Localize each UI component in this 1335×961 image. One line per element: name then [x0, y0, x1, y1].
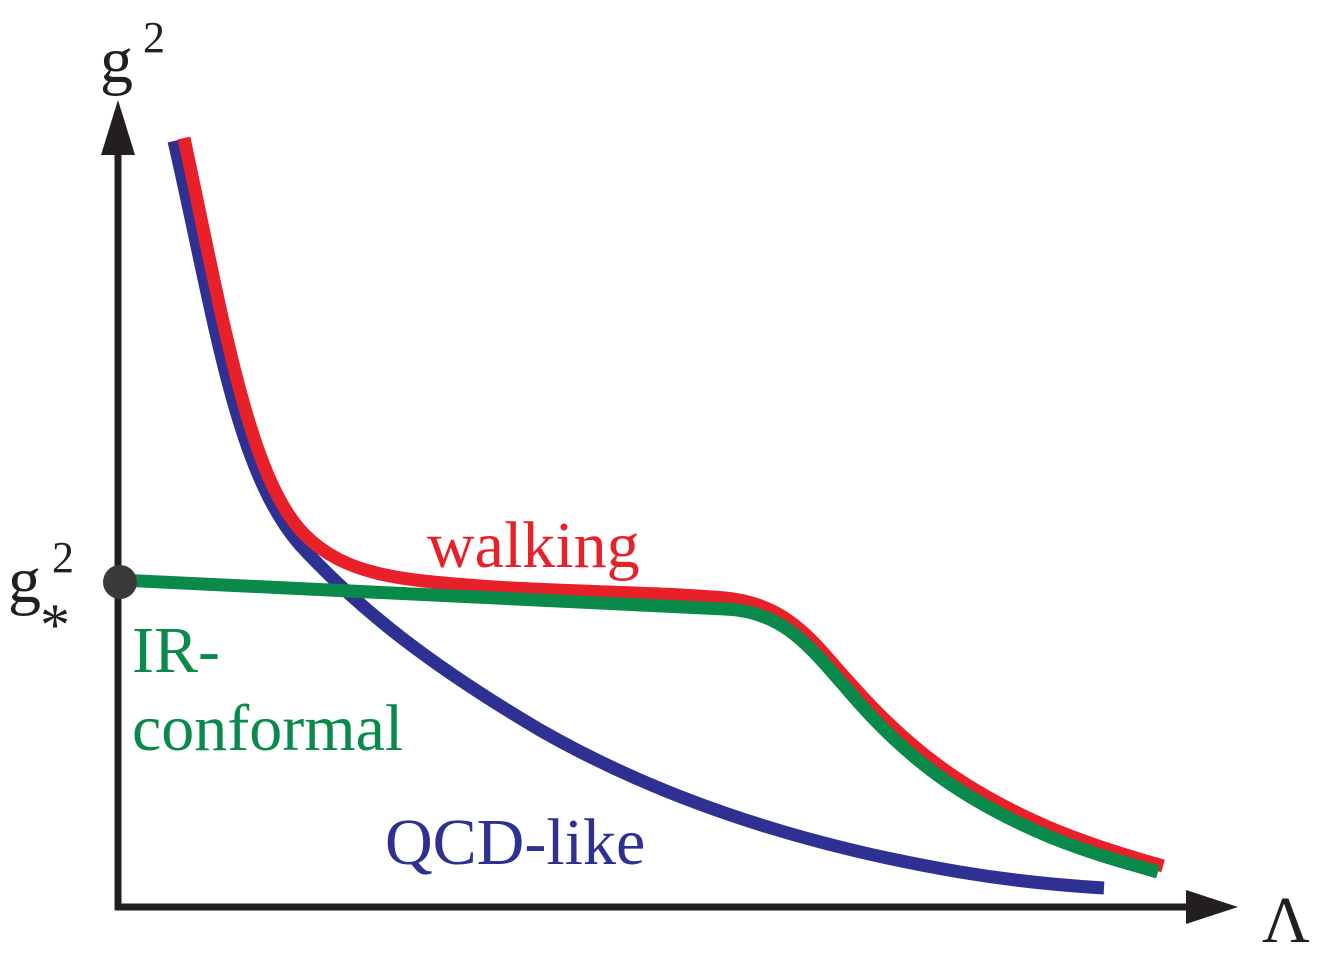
fixed-point-label-base: g	[8, 544, 41, 617]
x-axis-arrow	[1186, 890, 1238, 924]
ir-conformal-curve	[119, 573, 1160, 879]
walking-curve	[177, 136, 1165, 873]
y-axis-label-sup: 2	[143, 13, 165, 62]
fixed-point-label-sup: 2	[52, 533, 74, 582]
x-axis-label: Λ	[1262, 884, 1310, 957]
fixed-point-label: g 2 *	[8, 533, 74, 658]
axes	[101, 100, 1238, 924]
y-axis-label-base: g	[100, 24, 133, 97]
qcd-like-label: QCD-like	[385, 806, 645, 879]
fixed-point-label-sub: *	[40, 592, 70, 658]
qcd-like-curve	[167, 139, 1105, 895]
fixed-point-marker	[103, 565, 137, 599]
ir-conformal-label-line1: IR-	[132, 614, 220, 687]
walking-label: walking	[427, 509, 640, 582]
y-axis-arrow	[101, 100, 135, 155]
ir-conformal-label-line2: conformal	[132, 692, 403, 765]
